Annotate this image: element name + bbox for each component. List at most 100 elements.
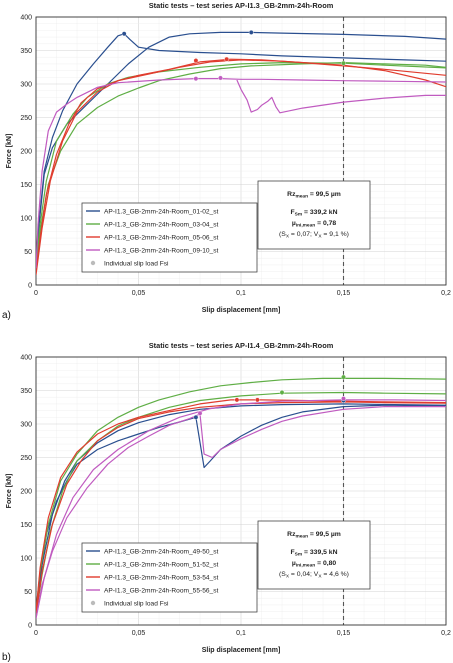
legend-box xyxy=(81,542,258,613)
stats-sub-1: X xyxy=(286,574,290,580)
slip-load-marker xyxy=(279,390,285,395)
y-tick-label: 400 xyxy=(20,355,32,362)
slip-load-marker xyxy=(224,56,230,62)
series-line-8 xyxy=(36,399,446,619)
stats-sub-1: X xyxy=(286,234,290,240)
friction-subscript: ini,mean xyxy=(296,223,316,229)
legend-marker-swatch xyxy=(90,600,96,606)
legend-item-label: AP-I1.3_GB-2mm-24h-Room_05-06_st xyxy=(104,235,219,242)
slip-force-value: = 339,5 kN xyxy=(302,549,337,556)
slip-load-marker xyxy=(193,414,199,420)
roughness-subscript: mean xyxy=(295,535,308,540)
friction-subscript: ini,mean xyxy=(296,563,316,569)
slip-load-marker xyxy=(341,60,346,66)
statistics-label: (SX = 0,04; VX = 4,6 %) xyxy=(279,571,349,580)
stats-end: = 9,1 %) xyxy=(322,231,349,238)
slip-force-value: = 339,2 kN xyxy=(302,209,337,216)
x-tick-label: 0,05 xyxy=(132,290,146,297)
series-line-4 xyxy=(36,62,446,265)
roughness-subscript: mean xyxy=(295,195,308,200)
legend-item-label: AP-I1.3_GB-2mm-24h-Room_01-02_st xyxy=(104,209,219,216)
series-line-2 xyxy=(36,31,446,265)
slip-load-marker xyxy=(193,76,199,82)
series-line-8 xyxy=(236,79,446,114)
x-tick-label: 0,05 xyxy=(132,630,146,637)
chart-panel-a: 0 0,05 0,1 0,15 0,2 0 50 100 150 200 250 300 350 400 S… xyxy=(2,1,451,321)
roughness-label: Rzmean = 99,5 µm xyxy=(287,191,341,200)
roughness-value: = 99,5 µm xyxy=(308,191,341,198)
y-tick-label: 200 xyxy=(20,489,32,496)
slip-load-marker xyxy=(234,397,240,403)
y-tick-label: 350 xyxy=(20,48,32,55)
roughness-value: = 99,5 µm xyxy=(308,531,341,538)
x-tick-label: 0 xyxy=(34,630,38,637)
x-axis-label: Slip displacement [mm] xyxy=(202,307,281,314)
stats-sub-2: X xyxy=(318,574,322,580)
friction-value: = 0,80 xyxy=(315,560,336,567)
x-tick-label: 0,2 xyxy=(441,290,451,297)
stats-end: = 4,6 %) xyxy=(322,571,349,578)
series-line-7 xyxy=(36,78,446,269)
slip-load-marker xyxy=(254,397,260,403)
series-line-6 xyxy=(36,401,446,616)
legend-item-label: AP-I1.3_GB-2mm-24h-Room_53-54_st xyxy=(104,575,219,582)
x-tick-label: 0,1 xyxy=(236,290,246,297)
y-tick-label: 100 xyxy=(20,556,32,563)
legend-item-label: AP-I1.3_GB-2mm-24h-Room_03-04_st xyxy=(104,222,219,229)
series-group xyxy=(36,30,446,275)
slip-force-subscript: Sm xyxy=(295,552,302,558)
friction-label: µini,mean = 0,78 xyxy=(292,220,337,229)
slip-load-marker xyxy=(218,75,223,81)
y-axis-label: Force [kN] xyxy=(6,474,13,509)
stats-open: (S xyxy=(279,231,286,238)
slip-load-marker xyxy=(197,410,203,416)
slip-force-label: FSm = 339,5 kN xyxy=(291,549,338,558)
slip-force-label: FSm = 339,2 kN xyxy=(291,209,338,218)
x-axis-label: Slip displacement [mm] xyxy=(202,647,281,654)
stats-open: (S xyxy=(279,571,286,578)
chart-panel-b: 0 0,05 0,1 0,15 0,2 0 50 100 150 200 250 300 350 400 S… xyxy=(2,341,451,663)
x-tick-label: 0,15 xyxy=(337,630,351,637)
info-box xyxy=(257,180,371,250)
stats-sub-2: X xyxy=(318,234,322,240)
panel-label: b) xyxy=(2,652,11,663)
roughness-symbol: Rz xyxy=(287,531,296,538)
y-tick-label: 250 xyxy=(20,115,32,122)
plot-frame xyxy=(35,16,447,286)
plot-frame xyxy=(35,356,447,626)
panel-label: a) xyxy=(2,310,11,321)
y-tick-label: 50 xyxy=(24,589,32,596)
legend-marker-swatch xyxy=(90,260,96,266)
y-tick-label: 200 xyxy=(20,149,32,156)
roughness-symbol: Rz xyxy=(287,191,296,198)
x-tick-label: 0,2 xyxy=(441,630,451,637)
y-tick-label: 400 xyxy=(20,15,32,22)
legend-item-label: AP-I1.3_GB-2mm-24h-Room_51-52_st xyxy=(104,562,219,569)
y-tick-label: 350 xyxy=(20,388,32,395)
y-tick-label: 0 xyxy=(28,623,32,630)
slip-load-marker xyxy=(193,58,199,63)
legend-box xyxy=(81,202,258,273)
y-tick-label: 250 xyxy=(20,455,32,462)
statistics-label: (SX = 0,07; VX = 9,1 %) xyxy=(279,231,349,240)
friction-label: µini,mean = 0,80 xyxy=(292,560,337,569)
y-axis-label: Force [kN] xyxy=(6,134,13,169)
slip-load-marker xyxy=(341,374,346,380)
y-tick-label: 100 xyxy=(20,216,32,223)
friction-symbol: µ xyxy=(292,220,296,227)
legend-item-label: Individual slip load Fsi xyxy=(104,601,169,608)
legend-item-label: AP-I1.3_GB-2mm-24h-Room_55-56_st xyxy=(104,588,219,595)
y-tick-label: 300 xyxy=(20,422,32,429)
series-line-3 xyxy=(36,377,446,612)
slip-force-symbol: F xyxy=(291,209,295,216)
y-tick-label: 0 xyxy=(28,283,32,290)
series-line-6 xyxy=(36,58,446,275)
slip-load-marker xyxy=(341,396,346,401)
legend-item-label: Individual slip load Fsi xyxy=(104,261,169,268)
y-tick-label: 50 xyxy=(24,249,32,256)
slip-load-marker xyxy=(121,31,127,37)
slip-force-symbol: F xyxy=(291,549,295,556)
friction-value: = 0,78 xyxy=(315,220,336,227)
x-tick-label: 0,15 xyxy=(337,290,351,297)
